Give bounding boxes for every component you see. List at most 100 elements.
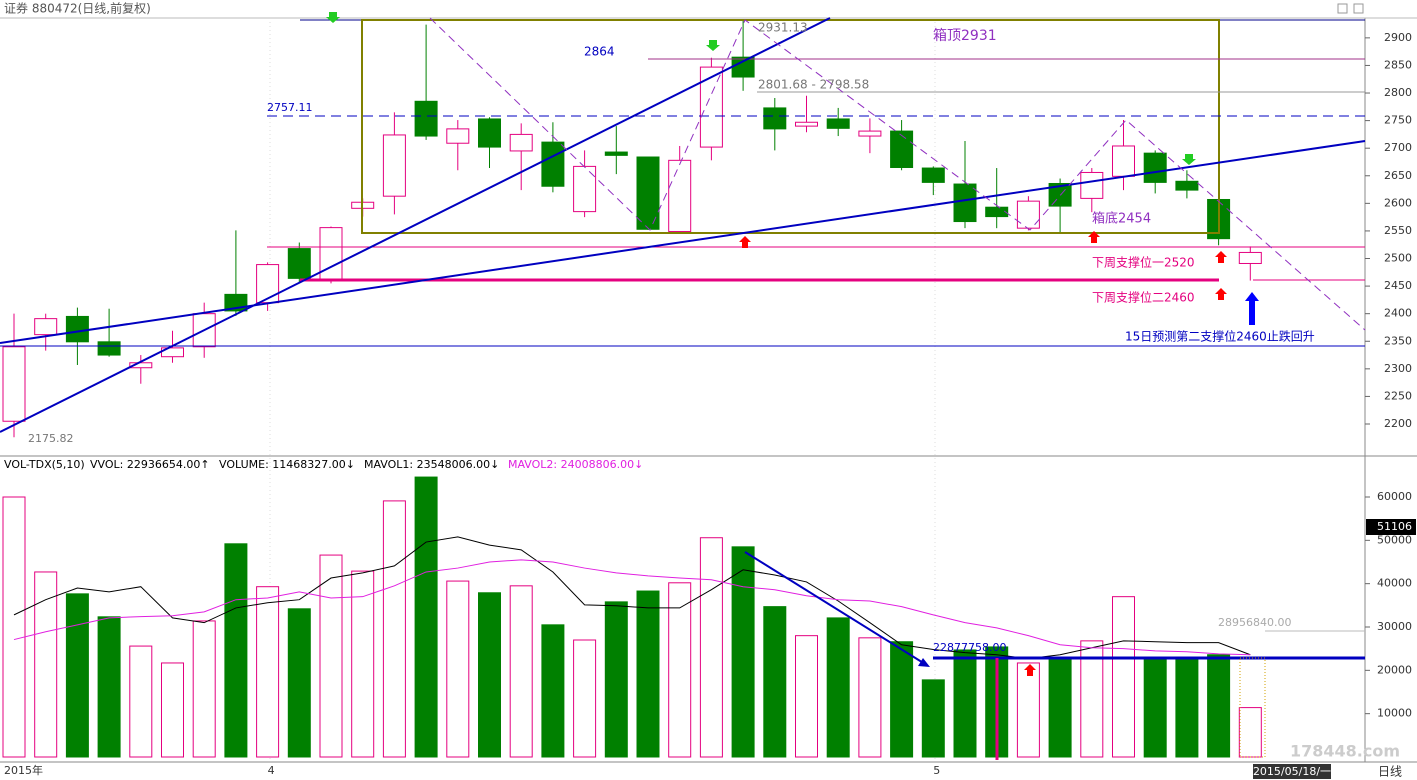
last-value: 51106 xyxy=(1377,520,1412,533)
trend-arrow xyxy=(744,551,926,665)
volume-bar xyxy=(382,500,406,758)
annotation: 2175.82 xyxy=(28,432,74,445)
annotation: 箱底2454 xyxy=(1092,211,1151,227)
chart-title: 证券 880472(日线,前复权) xyxy=(4,1,151,16)
x-tick-label: 5 xyxy=(933,764,940,777)
window-button[interactable] xyxy=(1337,3,1348,14)
trend-line xyxy=(0,140,1366,344)
volume-bar xyxy=(1143,657,1167,758)
volume-bar xyxy=(478,592,501,758)
candle-body xyxy=(509,133,533,152)
volume-bar xyxy=(858,637,882,758)
volume-bar xyxy=(509,585,533,758)
annotation: 箱顶2931 xyxy=(933,28,997,44)
candle-body xyxy=(65,315,89,343)
up-arrow xyxy=(1024,664,1036,676)
y-tick-label: 10000 xyxy=(1377,707,1412,720)
y-tick-label: 2600 xyxy=(1384,196,1412,209)
candle-body xyxy=(699,66,723,148)
annotation: 下周支撑位一2520 xyxy=(1092,255,1195,270)
y-tick-label: 40000 xyxy=(1377,577,1412,590)
volume-bar xyxy=(953,649,977,758)
date-box xyxy=(1253,764,1331,779)
volume-bar xyxy=(351,570,375,758)
candle-body xyxy=(985,206,1009,218)
up-arrow xyxy=(1215,251,1227,263)
candle-body xyxy=(921,167,945,183)
volume-bar xyxy=(2,496,26,758)
down-arrow xyxy=(1182,154,1196,165)
volume-bar xyxy=(319,554,343,758)
y-tick-label: 2800 xyxy=(1384,86,1412,99)
y-tick-label: 2550 xyxy=(1384,224,1412,237)
legend-entry: MAVOL2: 24008806.00↓ xyxy=(508,458,643,471)
volume-bar xyxy=(763,606,787,758)
y-tick-label: 2250 xyxy=(1384,389,1412,402)
volume-bar xyxy=(636,590,660,758)
candle-body xyxy=(97,341,121,356)
y-tick-label: 2650 xyxy=(1384,169,1412,182)
volume-bar xyxy=(65,593,89,758)
wave-line xyxy=(429,17,1366,331)
volume-bar xyxy=(224,543,248,758)
arrow-head xyxy=(918,658,930,667)
candle-body xyxy=(604,151,628,156)
volume-bar xyxy=(287,608,311,758)
candle-body xyxy=(636,156,660,230)
box-range xyxy=(361,19,1220,234)
up-arrow xyxy=(1215,288,1227,300)
up-arrow xyxy=(739,236,751,248)
up-arrow xyxy=(1245,292,1259,325)
volume-bar xyxy=(699,537,723,758)
highlight-box xyxy=(1239,657,1266,758)
y-tick-label: 2450 xyxy=(1384,279,1412,292)
volume-bar xyxy=(161,662,184,758)
y-tick-label: 2300 xyxy=(1384,362,1412,375)
candle-body xyxy=(34,318,58,336)
volume-bar xyxy=(573,639,597,758)
volume-bar xyxy=(604,601,628,758)
y-tick-label: 60000 xyxy=(1377,490,1412,503)
candle-body xyxy=(890,130,914,168)
period: 日线 xyxy=(1378,765,1402,779)
volume-bar xyxy=(541,624,565,758)
y-tick-label: 2850 xyxy=(1384,58,1412,71)
volume-bar xyxy=(129,645,153,758)
volume-bar xyxy=(1016,662,1040,758)
volume-bar xyxy=(1112,596,1135,758)
candle-body xyxy=(319,227,343,282)
volume-bar xyxy=(97,616,121,758)
candle-body xyxy=(763,107,787,130)
candle-body xyxy=(1238,251,1262,264)
y-tick-label: 2350 xyxy=(1384,334,1412,347)
volume-bar xyxy=(192,620,216,758)
candle-body xyxy=(668,159,692,232)
candle-body xyxy=(1016,200,1040,229)
candle-body xyxy=(1143,152,1167,183)
volume-bar xyxy=(795,635,818,758)
window-button[interactable] xyxy=(1353,3,1364,14)
cursor-date: 2015/05/18/一 xyxy=(1253,765,1331,778)
indicator-title: VOL-TDX(5,10) xyxy=(4,458,85,471)
volume-bar xyxy=(1238,707,1262,758)
annotation: 15日预测第二支撑位2460止跌回升 xyxy=(1125,329,1315,344)
y-tick-label: 30000 xyxy=(1377,620,1412,633)
candle-body xyxy=(1112,145,1135,177)
y-tick-label: 20000 xyxy=(1377,663,1412,676)
candle-body xyxy=(1175,180,1199,191)
volume-bar xyxy=(1080,640,1104,758)
candle-body xyxy=(478,118,501,148)
candle-body xyxy=(2,346,26,422)
annotation: 22877758.00 xyxy=(933,641,1006,654)
annotation: 2757.11 xyxy=(267,101,313,114)
y-tick-label: 2500 xyxy=(1384,252,1412,265)
annotation: 2931.13 xyxy=(758,21,808,35)
volume-bar xyxy=(921,679,945,758)
annotation: 2864 xyxy=(584,45,615,59)
annotation: 2801.68 - 2798.58 xyxy=(758,78,869,92)
x-tick-label: 2015年 xyxy=(4,763,43,777)
volume-bar xyxy=(256,586,280,758)
volume-bar xyxy=(34,571,58,758)
